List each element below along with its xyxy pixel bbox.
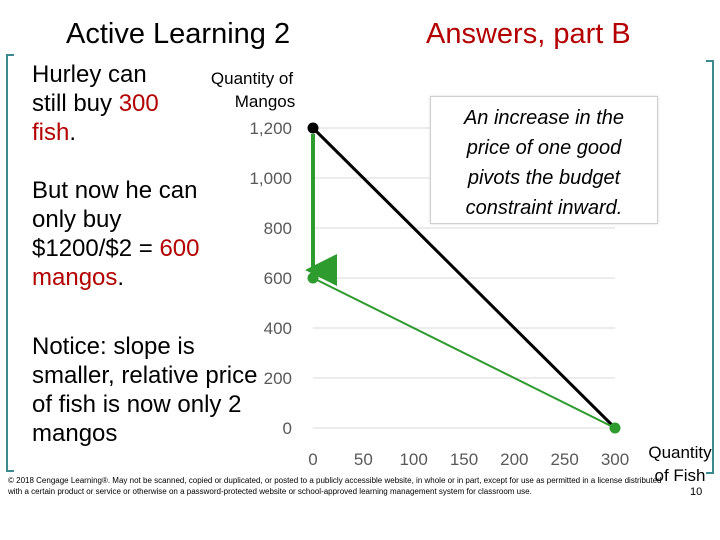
callout-text: An increase in the price of one good piv…: [463, 107, 625, 219]
x-tick-label: 100: [399, 450, 427, 469]
para1-end: .: [69, 119, 77, 146]
x-axis-label: Quantity: [648, 443, 712, 462]
budget-line-new: [312, 277, 616, 429]
y-axis-label: Quantity of: [211, 69, 293, 88]
y-axis-label-line2: Mangos: [235, 92, 295, 111]
x-tick-label: 250: [550, 450, 578, 469]
data-point-0: [307, 122, 319, 134]
para2-highlight: 600 mangos: [32, 235, 200, 291]
callout-box: An increase in the price of one good piv…: [430, 96, 658, 224]
paragraph-mangos: But now he can only buy $1200/$2 = 600 m…: [32, 176, 222, 292]
left-bracket: [6, 54, 14, 472]
copyright-footer: © 2018 Cengage Learning®. May not be sca…: [8, 476, 662, 496]
budget-line-original: [311, 126, 617, 430]
x-axis-label-line2: of Fish: [654, 466, 705, 485]
y-tick-label: 200: [264, 369, 292, 388]
x-tick-label: 0: [308, 450, 317, 469]
y-tick-label: 600: [264, 269, 292, 288]
data-point-1: [307, 272, 319, 284]
x-tick-label: 50: [354, 450, 373, 469]
para1-highlight: 300 fish: [32, 90, 159, 146]
para2-end: .: [117, 264, 125, 291]
paragraph-fish: Hurley can still buy 300 fish.: [32, 60, 182, 147]
x-tick-label: 150: [450, 450, 478, 469]
y-tick-label: 1,200: [249, 119, 292, 138]
para1-text: Hurley can still buy: [32, 61, 147, 117]
paragraph-slope: Notice: slope is smaller, relative price…: [32, 333, 258, 447]
para2-text: But now he can only buy $1200/$2 =: [32, 177, 198, 262]
slide-title: Active Learning 2: [66, 18, 291, 50]
x-tick-label: 300: [601, 450, 629, 469]
y-tick-label: 1,000: [249, 169, 292, 188]
y-tick-label: 800: [264, 219, 292, 238]
y-tick-label: 400: [264, 319, 292, 338]
y-tick-label: 0: [283, 419, 292, 438]
data-point-2: [609, 422, 621, 434]
page-number: 10: [690, 486, 703, 498]
right-bracket: [706, 60, 714, 474]
slide-title-answers: Answers, part B: [426, 18, 631, 50]
x-tick-label: 200: [500, 450, 528, 469]
